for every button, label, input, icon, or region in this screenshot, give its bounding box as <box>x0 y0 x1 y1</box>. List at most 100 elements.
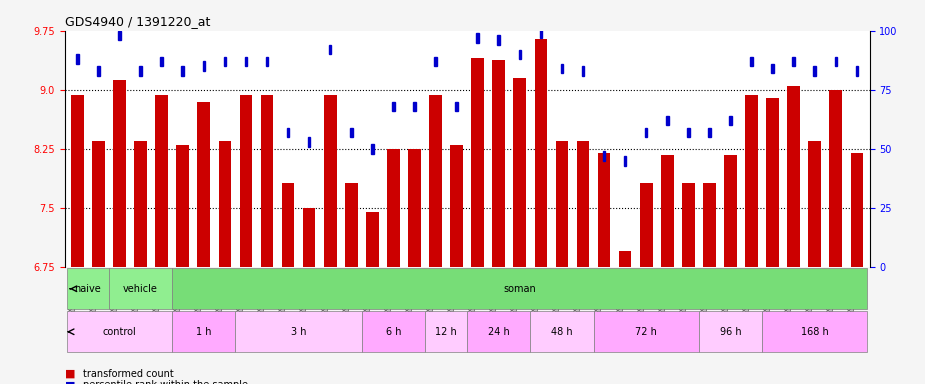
Bar <box>366 212 378 267</box>
Bar <box>244 57 247 66</box>
Bar <box>261 95 273 267</box>
FancyBboxPatch shape <box>699 311 762 353</box>
Bar <box>97 66 100 76</box>
Bar <box>851 153 863 267</box>
Bar <box>787 86 800 267</box>
FancyBboxPatch shape <box>362 311 425 353</box>
Bar <box>750 57 753 66</box>
Bar <box>224 57 226 66</box>
Bar <box>729 116 732 125</box>
Bar <box>413 102 415 111</box>
Bar <box>492 60 505 267</box>
Bar <box>619 252 632 267</box>
Bar <box>709 128 710 137</box>
FancyBboxPatch shape <box>67 311 172 353</box>
Bar <box>240 95 253 267</box>
Bar <box>265 57 268 66</box>
Bar <box>556 141 568 267</box>
Bar <box>582 66 585 76</box>
Bar <box>598 153 611 267</box>
Bar <box>387 149 400 267</box>
Text: percentile rank within the sample: percentile rank within the sample <box>83 380 248 384</box>
Text: 3 h: 3 h <box>290 327 306 337</box>
Bar <box>160 57 163 66</box>
Bar <box>155 95 168 267</box>
Bar <box>134 141 147 267</box>
Bar <box>561 64 563 73</box>
Bar <box>92 141 105 267</box>
Bar <box>793 57 795 66</box>
Text: 6 h: 6 h <box>386 327 401 337</box>
Text: ■: ■ <box>65 369 75 379</box>
Bar <box>308 137 311 147</box>
Text: naive: naive <box>75 284 102 294</box>
Bar <box>771 64 774 73</box>
Bar <box>71 95 83 267</box>
Bar <box>724 154 737 267</box>
Bar <box>666 116 669 125</box>
Bar <box>450 145 462 267</box>
Text: 24 h: 24 h <box>487 327 510 337</box>
FancyBboxPatch shape <box>172 268 868 310</box>
Bar <box>76 55 79 64</box>
Text: soman: soman <box>503 284 536 294</box>
Bar <box>350 128 352 137</box>
Bar <box>640 183 652 267</box>
Text: 96 h: 96 h <box>720 327 741 337</box>
Bar <box>535 39 548 267</box>
Text: 48 h: 48 h <box>551 327 573 337</box>
Bar <box>746 95 758 267</box>
Bar <box>682 183 695 267</box>
Bar <box>287 128 290 137</box>
Bar <box>455 102 458 111</box>
Bar <box>197 102 210 267</box>
Bar <box>434 57 437 66</box>
Text: ■: ■ <box>65 380 75 384</box>
Text: 1 h: 1 h <box>196 327 212 337</box>
FancyBboxPatch shape <box>67 268 109 310</box>
Bar <box>218 141 231 267</box>
Bar <box>519 50 521 59</box>
Bar <box>623 156 626 166</box>
Text: GDS4940 / 1391220_at: GDS4940 / 1391220_at <box>65 15 210 28</box>
FancyBboxPatch shape <box>594 311 699 353</box>
Text: 72 h: 72 h <box>635 327 657 337</box>
FancyBboxPatch shape <box>530 311 594 353</box>
Bar <box>498 35 500 45</box>
Bar <box>113 80 126 267</box>
FancyBboxPatch shape <box>467 311 530 353</box>
Bar <box>513 78 526 267</box>
FancyBboxPatch shape <box>425 311 467 353</box>
Bar <box>661 154 673 267</box>
Bar <box>177 145 189 267</box>
Bar <box>808 141 821 267</box>
Text: vehicle: vehicle <box>123 284 158 294</box>
Bar <box>345 183 358 267</box>
Bar <box>472 58 484 267</box>
Bar <box>203 61 205 71</box>
Bar <box>329 45 331 55</box>
Bar <box>645 128 647 137</box>
Bar <box>813 66 816 76</box>
Bar <box>603 151 605 161</box>
Bar <box>408 149 421 267</box>
Bar <box>834 57 837 66</box>
Bar <box>766 98 779 267</box>
Text: transformed count: transformed count <box>83 369 174 379</box>
Bar <box>687 128 690 137</box>
FancyBboxPatch shape <box>109 268 172 310</box>
Bar <box>830 90 842 267</box>
Bar <box>703 183 716 267</box>
Bar <box>392 102 395 111</box>
Bar <box>181 66 184 76</box>
Bar <box>302 208 315 267</box>
Text: 12 h: 12 h <box>435 327 457 337</box>
Text: control: control <box>103 327 136 337</box>
Bar <box>576 141 589 267</box>
Bar <box>856 66 858 76</box>
Bar <box>429 95 442 267</box>
Text: 168 h: 168 h <box>801 327 829 337</box>
Bar <box>539 28 542 38</box>
Bar <box>140 66 142 76</box>
Bar <box>324 95 337 267</box>
